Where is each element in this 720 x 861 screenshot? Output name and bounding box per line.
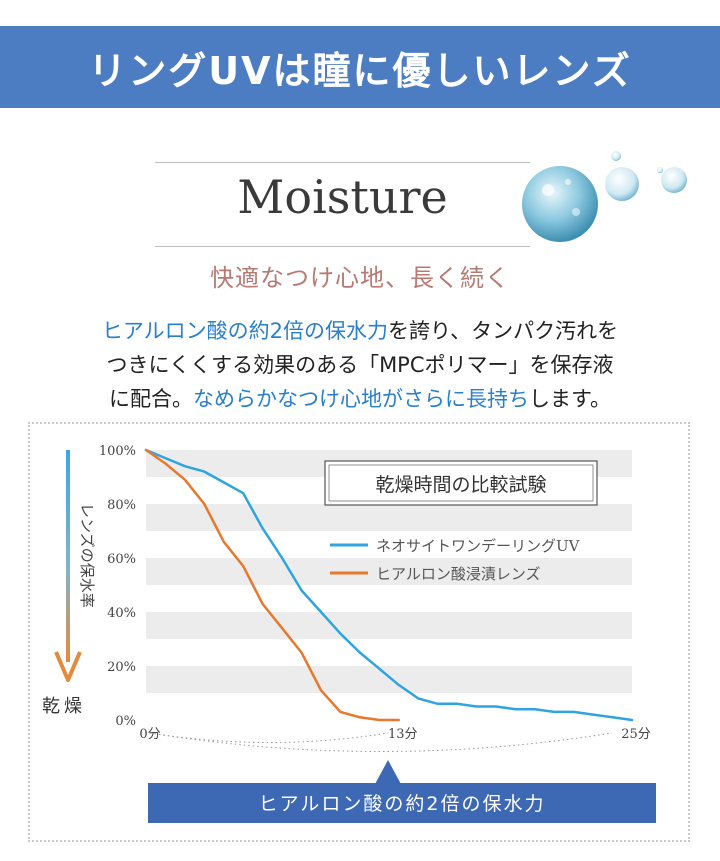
description-line-3: に配合。なめらかなつけ心地がさらに長持ちします。 <box>0 382 720 416</box>
y-tick-label: 100% <box>99 444 136 459</box>
description-line-2: つきにくくする効果のある「MPCポリマー」を保存液 <box>106 353 614 377</box>
highlight-long-lasting: なめらかなつけ心地がさらに長持ち <box>193 387 530 411</box>
legend-label-ringuv: ネオサイトワンデーリングUV <box>376 537 581 555</box>
banner-title: リングUVは瞳に優しいレンズ <box>88 48 632 93</box>
water-droplet-icon <box>522 151 687 242</box>
series-line-1 <box>144 448 400 722</box>
grid-band <box>146 504 632 531</box>
callout-text: ヒアルロン酸の約2倍の保水力 <box>259 793 546 815</box>
grid-band <box>146 666 632 693</box>
y-tick-label: 80% <box>107 498 136 513</box>
dry-label: 乾燥 <box>42 696 86 717</box>
y-tick-label: 0% <box>115 714 136 729</box>
x-tick-label: 25分 <box>621 727 651 742</box>
x-tick-label: 0分 <box>139 727 160 742</box>
description-line-1: ヒアルロン酸の約2倍の保水力を誇り、タンパク汚れを <box>0 314 720 348</box>
legend-label-hyaluronic: ヒアルロン酸浸漬レンズ <box>376 565 541 583</box>
line3-start: に配合。 <box>109 387 194 411</box>
chart-title-box <box>324 460 598 506</box>
section-subtitle: 快適なつけ心地、長く続く <box>210 264 510 292</box>
highlight-moisture-retention: ヒアルロン酸の約2倍の保水力 <box>101 319 388 343</box>
x-tick-label: 13分 <box>388 727 418 742</box>
chart-title: 乾燥時間の比較試験 <box>375 474 546 496</box>
y-tick-label: 60% <box>107 552 136 567</box>
y-tick-label: 20% <box>107 660 136 675</box>
description-text: ヒアルロン酸の約2倍の保水力を誇り、タンパク汚れを つきにくくする効果のある「M… <box>0 314 720 416</box>
header-banner: リングUVは瞳に優しいレンズ <box>0 26 720 108</box>
y-tick-label: 40% <box>107 606 136 621</box>
callout-pointer <box>374 760 402 786</box>
grid-band <box>146 558 632 585</box>
line3-end: します。 <box>529 387 611 411</box>
moisture-top-rule <box>155 162 530 163</box>
callout-box <box>148 783 656 823</box>
series-line-0 <box>144 448 634 722</box>
y-axis-label: レンズの保水率 <box>78 503 96 608</box>
moisture-axis-arrow <box>66 450 70 662</box>
comparison-arc-13 <box>149 732 389 743</box>
moisture-bottom-rule <box>155 246 530 247</box>
comparison-arc-25 <box>149 732 613 752</box>
section-heading: Moisture <box>237 170 448 224</box>
chart-title-box-inner <box>328 464 594 502</box>
grid-band <box>146 612 632 639</box>
chart-frame <box>28 422 690 842</box>
arrow-head-icon <box>54 651 82 682</box>
line1-rest: を誇り、タンパク汚れを <box>387 319 619 343</box>
